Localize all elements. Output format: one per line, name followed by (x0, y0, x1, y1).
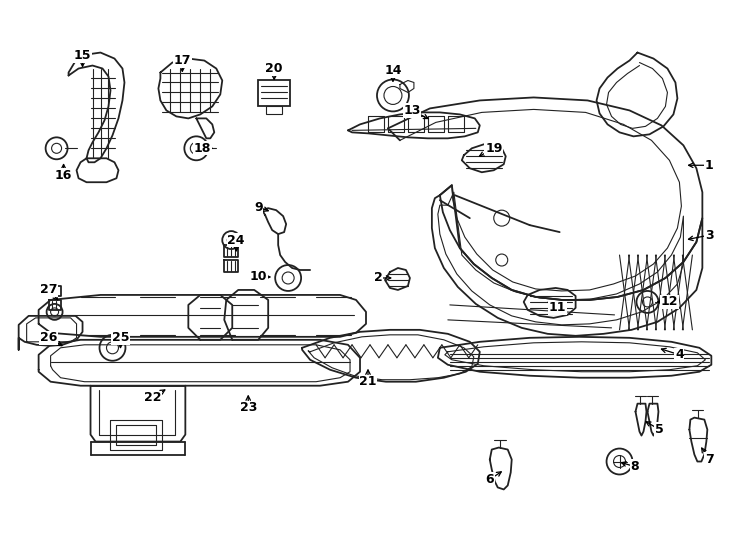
Text: 20: 20 (266, 62, 283, 75)
Text: 14: 14 (384, 64, 401, 77)
Text: 6: 6 (485, 473, 494, 486)
Text: 23: 23 (239, 401, 257, 414)
Text: 9: 9 (254, 201, 263, 214)
Text: 5: 5 (655, 423, 664, 436)
Text: 22: 22 (144, 391, 161, 404)
Text: 2: 2 (374, 272, 382, 285)
Text: 17: 17 (174, 54, 191, 67)
Text: 10: 10 (250, 271, 267, 284)
Text: 8: 8 (631, 460, 639, 473)
Text: 3: 3 (705, 228, 713, 241)
Text: 1: 1 (705, 159, 713, 172)
Text: 16: 16 (55, 168, 72, 182)
Text: 7: 7 (705, 453, 713, 466)
Text: 24: 24 (228, 234, 245, 247)
Text: 27: 27 (40, 284, 57, 296)
Text: 15: 15 (74, 49, 91, 62)
Text: 26: 26 (40, 332, 57, 345)
Text: 25: 25 (112, 332, 129, 345)
Text: 11: 11 (549, 301, 567, 314)
Text: 19: 19 (485, 142, 503, 155)
Text: 18: 18 (194, 142, 211, 155)
Text: 21: 21 (359, 375, 377, 388)
Text: 13: 13 (403, 104, 421, 117)
Text: 4: 4 (675, 348, 684, 361)
Text: 12: 12 (661, 295, 678, 308)
